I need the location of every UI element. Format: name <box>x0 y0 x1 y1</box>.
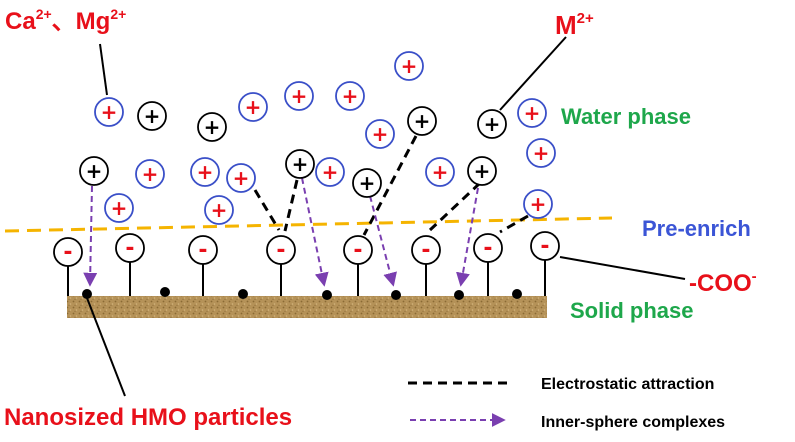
cation-blue: + <box>190 157 220 187</box>
anion-coo: - <box>188 235 218 265</box>
legend-electrostatic-label: Electrostatic attraction <box>541 376 714 393</box>
svg-text:+: + <box>372 122 389 146</box>
ca-mg-pointer-line <box>99 43 108 96</box>
svg-text:+: + <box>86 159 103 183</box>
svg-text:+: + <box>101 100 118 124</box>
svg-text:+: + <box>144 104 161 128</box>
solid-phase-label: Solid phase <box>570 298 693 323</box>
cation-black: + <box>477 109 507 139</box>
cation-blue: + <box>365 119 395 149</box>
hmo-particles <box>82 287 522 300</box>
ca-mg-cations: + + + + + + + + + + + + + + + + <box>94 51 556 225</box>
cation-blue: + <box>315 157 345 187</box>
anion-coo: - <box>115 233 145 263</box>
svg-text:-: - <box>125 236 134 261</box>
solid-phase-substrate <box>67 296 547 318</box>
svg-text:+: + <box>233 166 250 190</box>
coo-pointer-line <box>559 256 686 280</box>
cation-black: + <box>285 149 315 179</box>
cation-blue: + <box>425 157 455 187</box>
svg-text:+: + <box>484 112 501 136</box>
cation-blue: + <box>94 97 124 127</box>
svg-text:-: - <box>353 238 362 263</box>
cation-blue: + <box>238 92 268 122</box>
cation-black: + <box>407 106 437 136</box>
cation-black: + <box>79 156 109 186</box>
inner-sphere-arrows <box>83 177 479 287</box>
svg-text:+: + <box>533 141 550 165</box>
svg-text:-: - <box>198 238 207 263</box>
cation-blue: + <box>523 189 553 219</box>
anion-coo: - <box>411 235 441 265</box>
svg-text:-: - <box>540 234 549 259</box>
svg-text:+: + <box>359 171 376 195</box>
m2-cations: + + + + + + + + <box>79 101 507 198</box>
svg-text:+: + <box>211 198 228 222</box>
svg-text:+: + <box>342 84 359 108</box>
water-phase-label: Water phase <box>561 104 691 129</box>
ca-mg-label: Ca2+、Mg2+ <box>5 6 126 35</box>
cation-black: + <box>197 112 227 142</box>
legend-inner-sphere-label: Inner-sphere complexes <box>541 414 725 431</box>
anion-coo: - <box>53 237 83 267</box>
cation-blue: + <box>526 138 556 168</box>
svg-text:+: + <box>530 192 547 216</box>
carboxyl-anions: - - - - - - - - <box>53 231 560 267</box>
anion-coo: - <box>530 231 560 261</box>
carboxyl-stalks <box>67 260 546 296</box>
cation-blue: + <box>394 51 424 81</box>
svg-text:+: + <box>524 101 541 125</box>
svg-text:+: + <box>142 162 159 186</box>
svg-text:+: + <box>292 152 309 176</box>
svg-text:-: - <box>63 240 72 265</box>
m2-pointer-line <box>499 36 567 111</box>
electrostatic-lines <box>253 135 529 236</box>
anion-coo: - <box>266 235 296 265</box>
cation-blue: + <box>204 195 234 225</box>
svg-text:+: + <box>245 95 262 119</box>
cation-black: + <box>352 168 382 198</box>
svg-text:+: + <box>401 54 418 78</box>
svg-text:+: + <box>322 160 339 184</box>
svg-text:+: + <box>414 109 431 133</box>
nanosized-hmo-label: Nanosized HMO particles <box>4 404 292 431</box>
cation-black: + <box>137 101 167 131</box>
hmo-pointer-line <box>86 297 126 397</box>
svg-text:-: - <box>421 238 430 263</box>
cation-blue: + <box>517 98 547 128</box>
anion-coo: - <box>343 235 373 265</box>
cation-black: + <box>467 156 497 186</box>
cation-blue: + <box>335 81 365 111</box>
pre-enrich-boundary <box>4 216 613 233</box>
anion-coo: - <box>473 233 503 263</box>
svg-text:+: + <box>111 196 128 220</box>
m2-label: M2+ <box>555 10 594 40</box>
svg-text:+: + <box>197 160 214 184</box>
svg-text:+: + <box>204 115 221 139</box>
pre-enrich-label: Pre-enrich <box>642 216 751 241</box>
svg-text:+: + <box>291 84 308 108</box>
cation-blue: + <box>135 159 165 189</box>
cation-blue: + <box>284 81 314 111</box>
svg-text:-: - <box>276 238 285 263</box>
coo-label: -COO- <box>689 268 757 297</box>
legend: Electrostatic attraction Inner-sphere co… <box>408 376 725 431</box>
svg-text:+: + <box>432 160 449 184</box>
svg-text:-: - <box>483 236 492 261</box>
cation-blue: + <box>226 163 256 193</box>
cation-blue: + <box>104 193 134 223</box>
svg-text:+: + <box>474 159 491 183</box>
